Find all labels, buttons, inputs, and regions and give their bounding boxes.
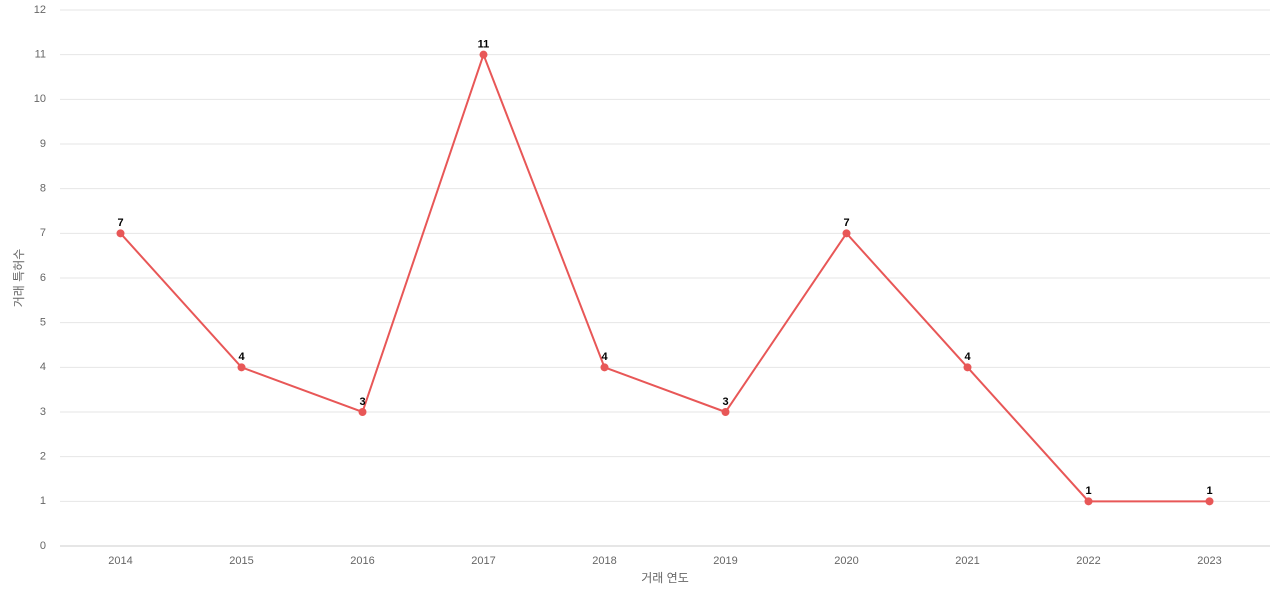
y-tick-label: 0	[40, 540, 46, 552]
x-tick-label: 2015	[229, 555, 253, 567]
x-tick-label: 2016	[350, 555, 374, 567]
x-tick-label: 2017	[471, 555, 495, 567]
x-tick-label: 2021	[955, 555, 979, 567]
x-axis-label: 거래 연도	[641, 571, 689, 585]
point	[358, 408, 367, 416]
value-label: 7	[117, 217, 123, 229]
value-label: 1	[1085, 485, 1091, 497]
point	[116, 229, 125, 238]
y-tick-label: 9	[40, 138, 46, 150]
point	[237, 363, 246, 372]
x-tick-label: 2019	[713, 555, 737, 567]
y-tick-label: 4	[40, 361, 46, 373]
value-label: 3	[359, 396, 365, 408]
x-tick-label: 2018	[592, 555, 616, 567]
value-label: 7	[843, 217, 849, 229]
y-tick-label: 11	[35, 49, 46, 61]
point	[1084, 497, 1093, 506]
point	[1205, 497, 1214, 506]
value-label: 3	[722, 396, 728, 408]
y-tick-label: 1	[40, 495, 46, 507]
y-tick-label: 6	[40, 272, 46, 284]
point	[479, 50, 488, 59]
value-label: 4	[601, 351, 608, 363]
y-tick-label: 10	[34, 93, 46, 105]
y-tick-label: 12	[34, 4, 46, 16]
line	[119, 51, 1210, 503]
x-tick-label: 2023	[1197, 555, 1221, 567]
y-tick-label: 5	[40, 317, 46, 329]
point	[600, 363, 609, 372]
y-tick-label: 3	[40, 406, 46, 418]
y-axis-label: 거래 특허수	[12, 249, 26, 308]
x-tick-label: 2022	[1076, 555, 1100, 567]
y-tick-label: 2	[40, 451, 46, 463]
point	[842, 229, 851, 238]
x-tick-label: 2014	[108, 555, 132, 567]
value-label: 4	[964, 351, 971, 363]
value-label: 11	[478, 39, 490, 51]
value-label: 4	[238, 351, 245, 363]
value-label: 1	[1206, 485, 1212, 497]
y-tick-label: 8	[40, 183, 46, 195]
x-tick-label: 2020	[834, 555, 858, 567]
point	[721, 408, 730, 416]
y-tick-label: 7	[40, 227, 46, 239]
point	[963, 363, 972, 372]
